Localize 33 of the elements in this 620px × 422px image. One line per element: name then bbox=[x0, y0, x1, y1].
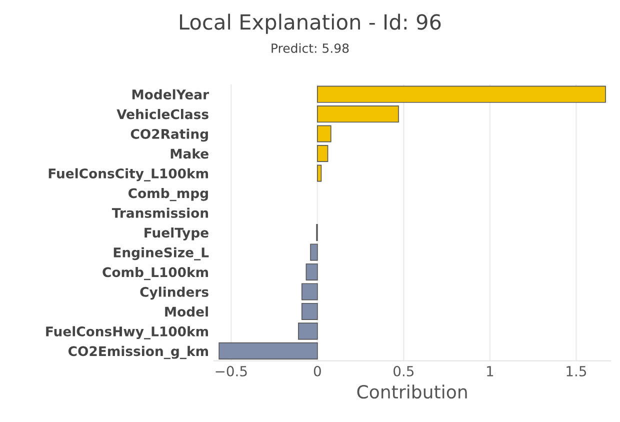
bar bbox=[316, 164, 322, 182]
bar bbox=[316, 106, 399, 123]
y-tick-label: EngineSize_L bbox=[114, 247, 209, 260]
x-tick-label: 0 bbox=[314, 366, 321, 376]
y-tick-label: Comb_L100km bbox=[102, 266, 208, 280]
bar bbox=[218, 342, 318, 360]
bar bbox=[301, 283, 318, 300]
bar bbox=[316, 86, 606, 103]
x-axis-title: Contribution bbox=[357, 384, 467, 399]
y-tick-label: FuelType bbox=[144, 227, 208, 240]
y-tick-label: Comb_mpg bbox=[128, 188, 208, 202]
bar bbox=[306, 263, 318, 280]
y-tick-label: Cylinders bbox=[140, 286, 208, 300]
bar bbox=[316, 125, 332, 142]
y-tick-label: Transmission bbox=[112, 208, 208, 218]
bar bbox=[316, 144, 328, 162]
y-tick-label: FuelConsHwy_L100km bbox=[46, 326, 208, 340]
y-tick-label: FuelConsCity_L100km bbox=[48, 168, 208, 182]
bar bbox=[301, 302, 318, 320]
y-tick-label: ModelYear bbox=[132, 89, 209, 100]
x-tick-label: 1 bbox=[487, 366, 494, 376]
bar bbox=[298, 322, 318, 340]
x-tick-label: −0.5 bbox=[216, 366, 247, 376]
y-tick-label: Model bbox=[165, 306, 208, 317]
y-tick-label: CO2Rating bbox=[130, 128, 208, 142]
x-tick-label: 0.5 bbox=[394, 366, 414, 376]
y-tick-label: VehicleClass bbox=[116, 109, 208, 120]
bar bbox=[310, 244, 318, 261]
chart-subtitle: Predict: 5.98 bbox=[272, 43, 349, 53]
y-tick-label: CO2Emission_g_km bbox=[68, 346, 208, 360]
chart-title: Local Explanation - Id: 96 bbox=[180, 14, 441, 34]
x-tick-label: 1.5 bbox=[566, 366, 586, 376]
y-tick-label: Make bbox=[170, 148, 208, 159]
